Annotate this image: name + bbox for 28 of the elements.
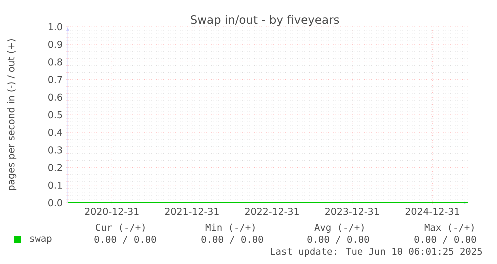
x-tick-label: 2022-12-31 [245, 208, 299, 216]
y-tick-label: 0.0 [48, 199, 62, 207]
y-tick-label: 0.1 [48, 182, 62, 189]
chart-title: Swap in/out - by fiveyears [191, 15, 340, 26]
y-tick-label: 0.3 [48, 146, 62, 154]
text: 0.00 / 0.00 [202, 236, 264, 244]
text: Cur (-/+) [96, 224, 145, 232]
text: 0.00 / 0.00 [414, 236, 476, 244]
text: 0.00 / 0.00 [308, 236, 370, 244]
x-tick-label: 2021-12-31 [165, 208, 219, 216]
text: 0.00 / 0.00 [94, 236, 156, 244]
y-tick-label: 0.9 [48, 41, 62, 48]
text: Last update: Tue Jun 10 06:01:25 2025 [271, 248, 482, 257]
text: Min (-/+) [206, 224, 255, 232]
y-tick-label: 0.5 [48, 111, 62, 119]
x-tick-label: 2023-12-31 [326, 208, 379, 216]
y-tick-label: 0.4 [48, 129, 62, 136]
x-tick-label: 2020-12-31 [85, 208, 139, 216]
y-tick-label: 0.2 [48, 164, 62, 172]
legend-label: swap [30, 236, 52, 244]
text: Max (-/+) [424, 224, 474, 232]
y-tick-label: 0.6 [48, 94, 62, 101]
y-tick-label: 1.0 [48, 23, 62, 31]
y-tick-label: 0.8 [48, 58, 62, 66]
text: Avg (-/+) [314, 224, 364, 234]
x-tick-label: 2024-12-31 [406, 208, 460, 216]
y-tick-label: 0.7 [48, 76, 62, 84]
y-axis-title: pages per second in (-) / out (+) [7, 40, 17, 190]
